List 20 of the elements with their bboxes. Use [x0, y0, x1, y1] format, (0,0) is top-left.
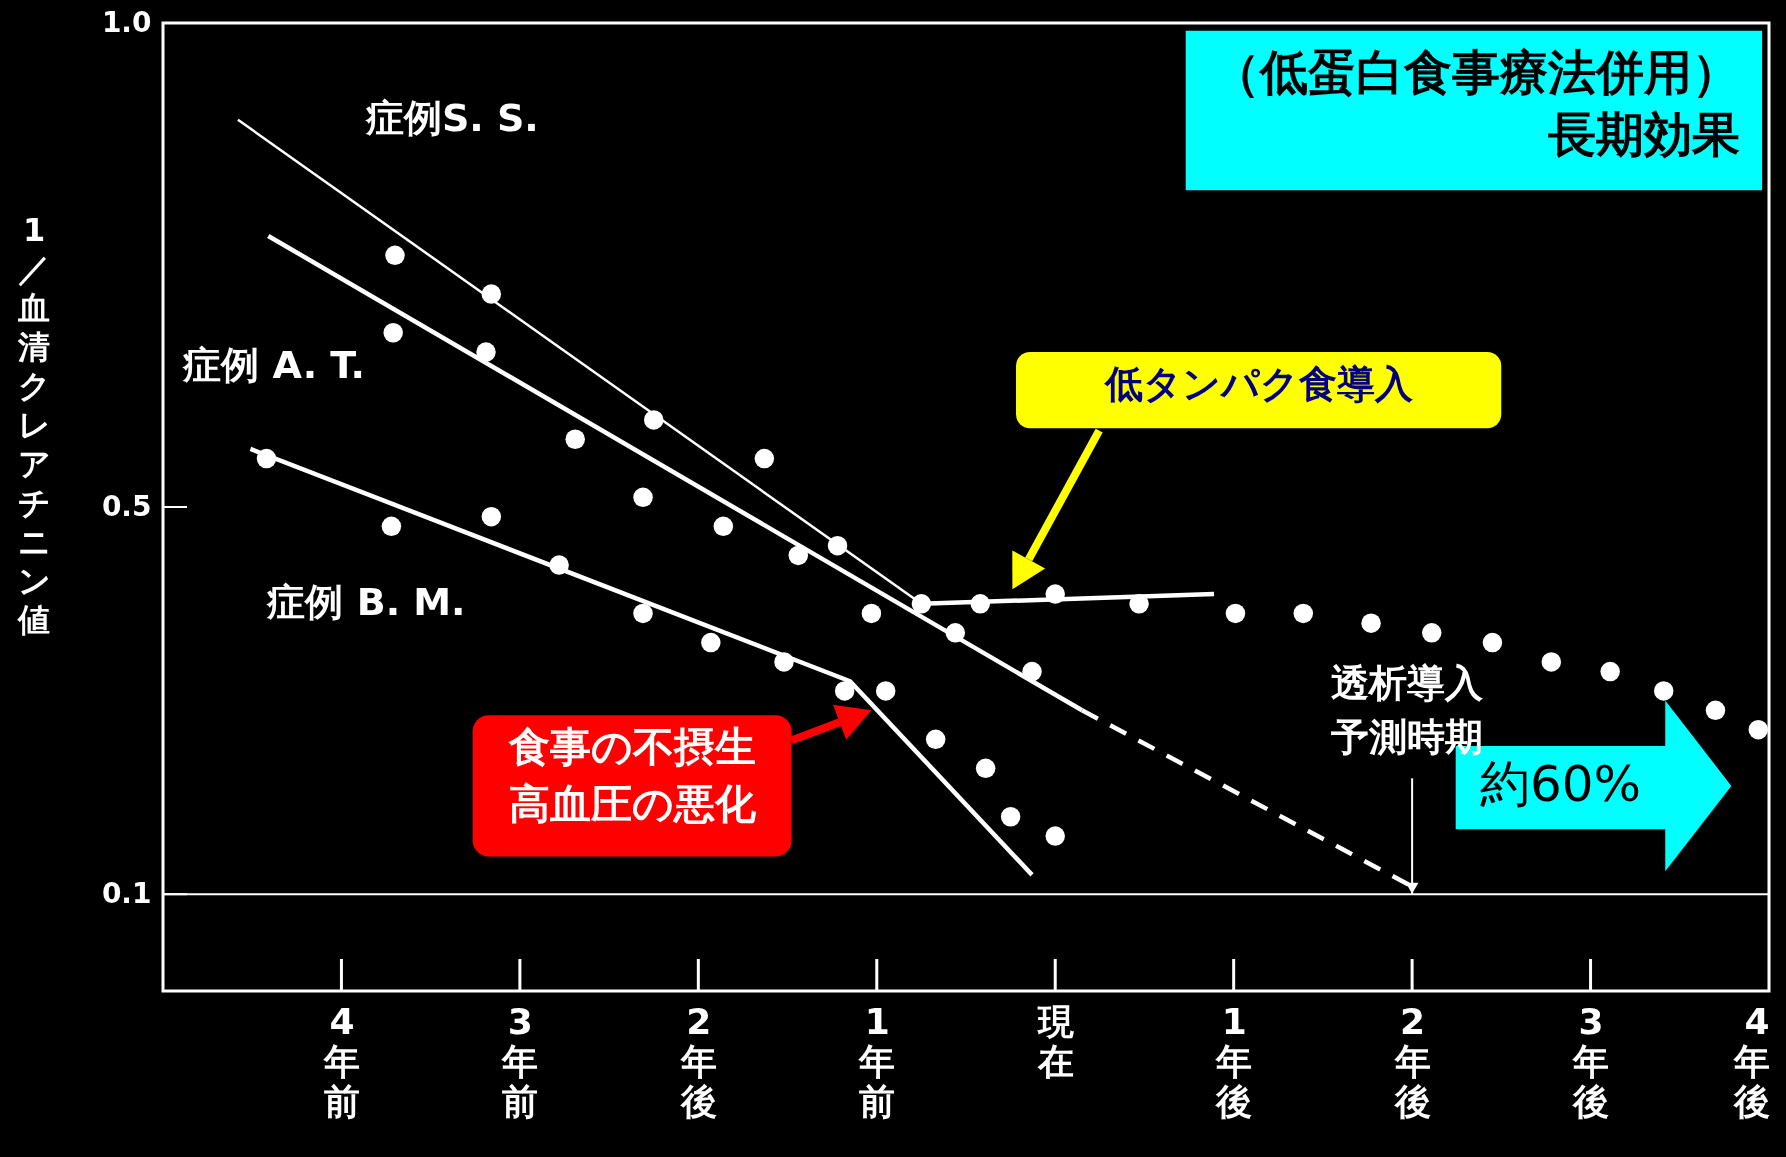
series-label: 症例 B. M. — [266, 579, 466, 624]
x-tick-label: 4年後 — [1732, 1000, 1770, 1122]
x-tick-label: 現在 — [1036, 1000, 1074, 1082]
series-label: 症例 A. T. — [182, 342, 365, 387]
y-tick-label: 0.5 — [101, 489, 152, 523]
x-tick-label: 2年後 — [1393, 1000, 1431, 1122]
x-tick-label: 4年前 — [322, 1000, 360, 1122]
x-tick-label: 1年前 — [858, 1000, 896, 1122]
series-label: 症例S. S. — [364, 95, 539, 140]
y-tick-label: 0.1 — [101, 876, 152, 910]
y-tick-label: 1.0 — [101, 5, 152, 39]
annotation: 約60% — [1479, 754, 1642, 813]
x-tick-label: 3年後 — [1572, 1000, 1610, 1122]
x-tick-label: 3年前 — [501, 1000, 539, 1122]
annotation: 食事の不摂生高血圧の悪化 — [507, 722, 757, 828]
text: 1／血清クレアチニン値 — [17, 211, 51, 640]
annotation: 低タンパク食導入 — [1102, 361, 1414, 406]
annotation: （低蛋白食事療法併用）長期効果 — [1212, 44, 1741, 163]
x-tick-label: 2年後 — [679, 1000, 717, 1122]
x-tick-label: 1年後 — [1215, 1000, 1253, 1122]
